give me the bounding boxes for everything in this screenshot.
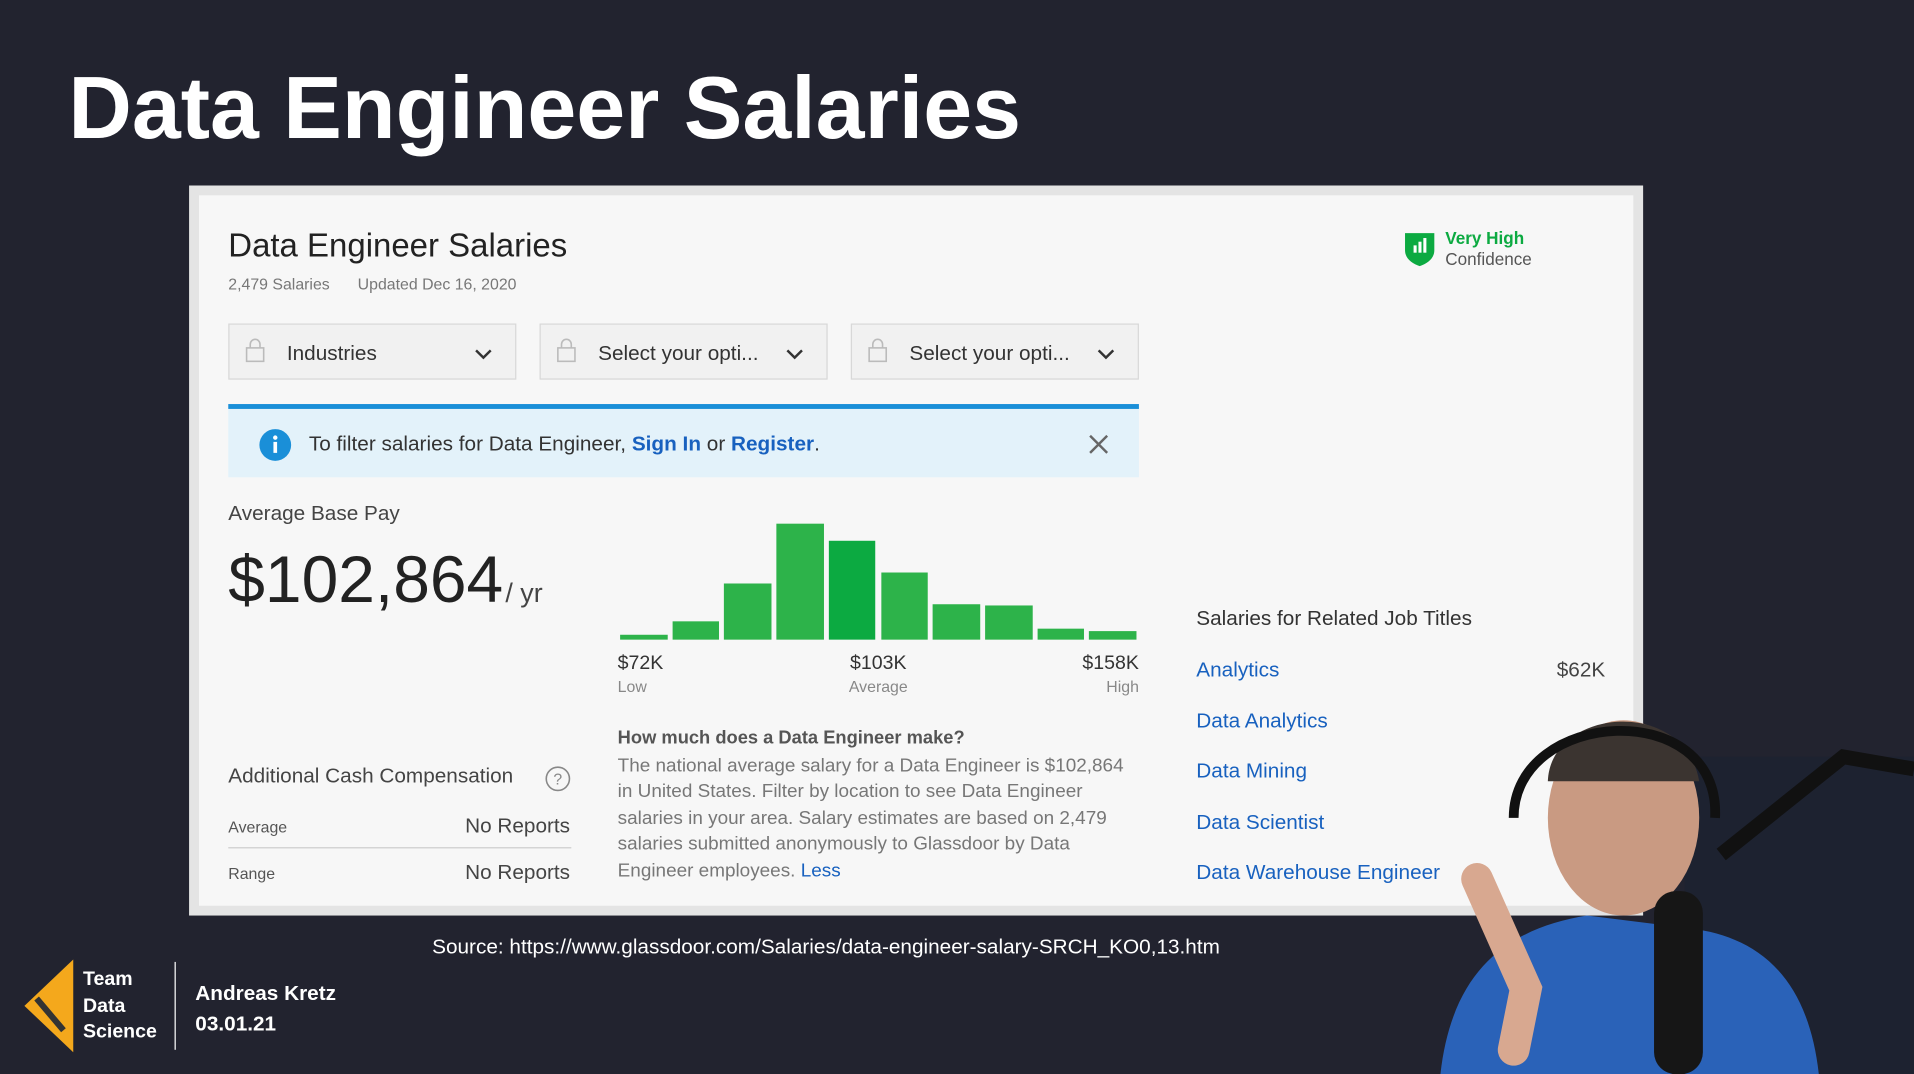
related-title-link[interactable]: Data Scientist	[1196, 809, 1325, 834]
histogram-bar	[724, 583, 772, 640]
help-icon[interactable]: ?	[544, 765, 571, 792]
author: Andreas Kretz	[195, 981, 337, 1005]
avg-unit: / yr	[505, 577, 543, 608]
filter-dropdown[interactable]	[228, 323, 517, 380]
confidence-level: Very High	[1445, 228, 1525, 248]
filter-label: Industries	[286, 341, 377, 365]
range-caption: High	[1106, 677, 1139, 696]
related-title-link[interactable]: Data Analytics	[1196, 708, 1328, 732]
histogram-bar	[932, 604, 981, 640]
divider	[174, 961, 176, 1050]
brand-line: Data	[83, 995, 126, 1017]
svg-text:?: ?	[553, 771, 562, 788]
histogram-bar	[1089, 631, 1137, 640]
additional-title: Additional Cash Compensation	[228, 764, 514, 788]
histogram-bar	[620, 634, 668, 640]
histogram-bar	[672, 621, 720, 640]
banner-message: To filter salaries for Data Engineer,	[308, 432, 627, 456]
filter-label: Select your opti...	[598, 341, 759, 365]
chevron	[1097, 344, 1115, 360]
less-link[interactable]: Less	[800, 860, 841, 881]
related-title-link[interactable]: Analytics	[1196, 657, 1280, 682]
lock-icon	[868, 338, 888, 363]
filter-dropdown[interactable]	[539, 323, 828, 380]
confidence-label: Confidence	[1445, 249, 1532, 269]
card-title: Data Engineer Salaries	[228, 227, 568, 264]
lock-icon	[245, 338, 265, 363]
webcam	[1440, 720, 1914, 1074]
brand-line: Team	[83, 969, 133, 990]
banner-text: To filter salaries for Data Engineer, Si…	[309, 432, 820, 456]
about-body: The national average salary for a Data E…	[617, 755, 1124, 881]
histogram-bar	[1037, 628, 1085, 640]
close-button[interactable]	[1088, 433, 1110, 455]
source: Source: https://www.glassdoor.com/Salari…	[432, 935, 1220, 959]
about-question: How much does a Data Engineer make?	[617, 727, 965, 749]
histogram-bar	[880, 572, 928, 640]
brand-name: Team Data Science	[83, 967, 157, 1046]
range-caption: Low	[617, 677, 647, 696]
brand-line: Science	[83, 1021, 157, 1043]
comp-value: No Reports	[465, 814, 571, 838]
lock-icon	[557, 338, 577, 363]
brand-logo	[24, 959, 74, 1053]
updated: Updated Dec 16, 2020	[357, 274, 517, 293]
date: 03.01.21	[195, 1011, 277, 1036]
sign-in[interactable]: Sign In	[631, 432, 702, 456]
histogram-bar	[776, 523, 824, 640]
count: 2,479 Salaries	[228, 274, 330, 293]
row-divider	[228, 847, 572, 849]
range-caption: Average	[848, 677, 908, 696]
about-text: The national average salary for a Data E…	[618, 753, 1137, 884]
related-title-link[interactable]: Data Warehouse Engineer	[1196, 860, 1441, 884]
histogram-bar	[828, 540, 876, 640]
avg-value: $102,864	[228, 543, 504, 617]
info-icon	[259, 429, 292, 461]
related-title: Salaries for Related Job Titles	[1196, 606, 1472, 630]
avg-label: Average Base Pay	[228, 501, 400, 525]
chevron	[786, 344, 803, 360]
filter-label: Select your opti...	[909, 341, 1070, 365]
histogram-bar	[984, 605, 1033, 640]
confidence-icon	[1405, 233, 1435, 267]
info-banner	[228, 404, 1139, 478]
comp-value: No Reports	[465, 860, 571, 884]
related-pay: $62K	[1556, 657, 1606, 682]
related-title-link[interactable]: Data Mining	[1196, 759, 1308, 783]
screenshot-card	[189, 185, 1644, 916]
banner-end: .	[814, 432, 820, 456]
banner-or: or	[706, 432, 726, 456]
chevron	[475, 344, 492, 360]
filter-dropdown[interactable]	[850, 323, 1139, 380]
register[interactable]: Register	[731, 432, 815, 456]
comp-label: Range	[228, 864, 276, 883]
slide-title: Data Engineer Salaries	[68, 59, 1021, 158]
range-value: $72K	[617, 653, 664, 674]
range-value: $103K	[850, 653, 907, 674]
range-value: $158K	[1082, 653, 1139, 674]
comp-label: Average	[228, 817, 288, 837]
